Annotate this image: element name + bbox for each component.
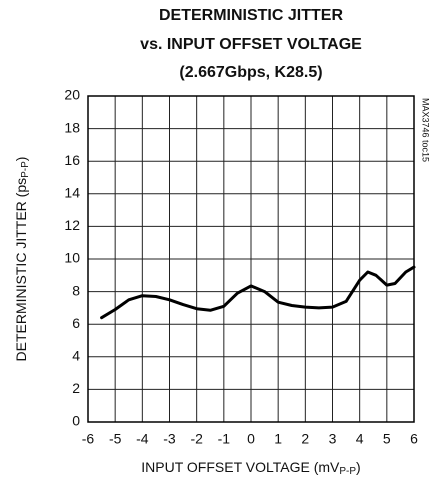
- figure-note: MAX3746 toc15: [421, 98, 431, 162]
- x-tick-label: -5: [109, 431, 122, 447]
- y-tick-label: 10: [64, 250, 80, 266]
- x-axis-label: INPUT OFFSET VOLTAGE (mVP-P): [141, 459, 360, 477]
- x-tick-label: 1: [274, 431, 282, 447]
- chart-title: (2.667Gbps, K28.5): [179, 64, 322, 81]
- x-tick-label: -2: [190, 431, 203, 447]
- x-axis-label-part: INPUT OFFSET VOLTAGE (mV: [141, 459, 340, 475]
- y-tick-label: 8: [72, 282, 80, 298]
- x-tick-label: -6: [82, 431, 95, 447]
- y-axis-label: DETERMINISTIC JITTER (psP-P): [13, 157, 31, 362]
- y-tick-label: 4: [72, 348, 80, 364]
- chart-title: vs. INPUT OFFSET VOLTAGE: [140, 36, 362, 53]
- data-line: [100, 265, 416, 320]
- x-axis-label-part: ): [356, 459, 361, 475]
- x-tick-label: 4: [356, 431, 364, 447]
- y-axis-label-sub: P-P: [20, 161, 31, 178]
- y-axis-label-part: ): [13, 157, 29, 162]
- x-tick-label: -3: [163, 431, 176, 447]
- x-tick-label: 3: [329, 431, 337, 447]
- y-tick-label: 16: [64, 152, 80, 168]
- x-tick-label: 2: [301, 431, 309, 447]
- x-tick-label: 6: [410, 431, 418, 447]
- y-tick-label: 18: [64, 119, 80, 135]
- y-tick-label: 20: [64, 87, 80, 103]
- y-tick-label: 14: [64, 185, 80, 201]
- y-axis-label-part: DETERMINISTIC JITTER (ps: [13, 178, 29, 362]
- x-tick-label: 0: [247, 431, 255, 447]
- x-tick-label: -4: [136, 431, 149, 447]
- y-tick-label: 0: [72, 413, 80, 429]
- x-tick-label: 5: [383, 431, 391, 447]
- x-axis-label-sub: P-P: [339, 466, 356, 477]
- chart-title: DETERMINISTIC JITTER: [159, 7, 343, 24]
- x-tick-label: -1: [218, 431, 231, 447]
- y-tick-label: 2: [72, 380, 80, 396]
- plot-frame: [87, 95, 415, 423]
- y-tick-label: 6: [72, 315, 80, 331]
- y-tick-label: 12: [64, 217, 80, 233]
